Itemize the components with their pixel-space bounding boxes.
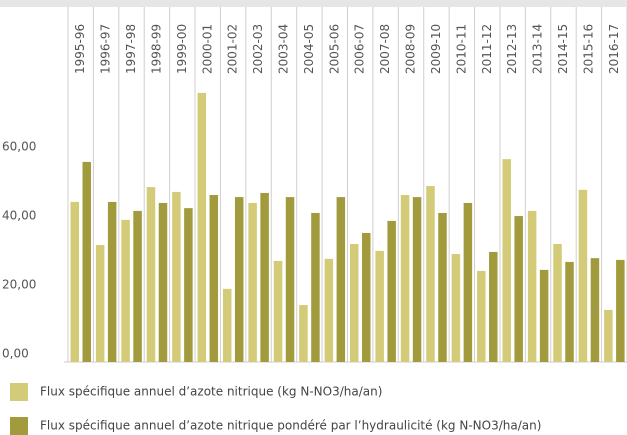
bar bbox=[95, 245, 105, 362]
x-tick-label: 2009-10 bbox=[429, 24, 443, 74]
x-tick-label: 1997-98 bbox=[124, 24, 138, 74]
bar bbox=[209, 195, 219, 362]
bar bbox=[616, 259, 625, 362]
y-tick-label: 60,00 bbox=[2, 140, 36, 154]
x-tick-label: 2011-12 bbox=[480, 24, 494, 74]
bar bbox=[70, 201, 79, 362]
bar bbox=[121, 219, 130, 362]
bar bbox=[324, 258, 334, 362]
bar bbox=[412, 197, 422, 362]
bar bbox=[158, 202, 168, 362]
x-tick-label: 2014-15 bbox=[556, 24, 570, 74]
bar bbox=[451, 254, 461, 362]
bar bbox=[604, 309, 613, 362]
x-tick-label: 2000-01 bbox=[200, 24, 214, 74]
bar bbox=[438, 212, 447, 362]
bar bbox=[463, 202, 473, 362]
bar bbox=[489, 251, 498, 362]
bar bbox=[502, 159, 511, 362]
bar bbox=[553, 244, 562, 362]
x-tick-label: 2012-13 bbox=[505, 24, 519, 74]
bar bbox=[514, 216, 523, 362]
bar bbox=[172, 191, 181, 362]
x-tick-label: 2002-03 bbox=[251, 24, 265, 74]
bar bbox=[590, 258, 600, 362]
bar bbox=[260, 192, 269, 362]
x-tick-label: 1998-99 bbox=[149, 24, 163, 74]
bar bbox=[273, 260, 283, 362]
bar bbox=[350, 244, 359, 362]
bar bbox=[248, 202, 257, 362]
x-tick-label: 2001-02 bbox=[226, 24, 240, 74]
bar bbox=[477, 270, 486, 362]
y-tick-label: 0,00 bbox=[2, 347, 29, 361]
bar bbox=[539, 269, 549, 362]
bar bbox=[311, 212, 320, 362]
x-tick-label: 2015-16 bbox=[581, 24, 595, 74]
x-tick-label: 2010-11 bbox=[454, 24, 468, 74]
bar bbox=[400, 195, 410, 362]
bar bbox=[197, 92, 207, 363]
x-tick-label: 2005-06 bbox=[327, 24, 341, 74]
x-tick-label: 2004-05 bbox=[302, 24, 316, 74]
legend-swatch bbox=[10, 383, 28, 401]
bar bbox=[184, 208, 193, 362]
bar bbox=[107, 201, 117, 362]
x-tick-label: 1995-96 bbox=[73, 24, 87, 74]
bar bbox=[146, 187, 156, 362]
top-bar bbox=[0, 0, 627, 7]
x-tick-label: 2007-08 bbox=[378, 24, 392, 74]
y-tick-label: 40,00 bbox=[2, 209, 36, 223]
bar bbox=[234, 197, 244, 362]
bar bbox=[285, 197, 295, 362]
bar bbox=[426, 186, 435, 362]
x-tick-label: 1999-00 bbox=[175, 24, 189, 74]
legend: Flux spécifique annuel d’azote nitrique … bbox=[10, 383, 541, 435]
legend-label: Flux spécifique annuel d’azote nitrique … bbox=[40, 385, 382, 399]
bar bbox=[133, 210, 142, 362]
x-tick-label: 1996-97 bbox=[99, 24, 113, 74]
bar bbox=[362, 232, 371, 362]
x-tick-label: 2013-14 bbox=[531, 24, 545, 74]
bar bbox=[82, 161, 91, 362]
bar bbox=[336, 197, 346, 362]
bar bbox=[299, 305, 308, 362]
bar bbox=[222, 288, 232, 362]
x-tick-label: 2006-07 bbox=[353, 24, 367, 74]
x-tick-label: 2016-17 bbox=[607, 24, 621, 74]
bar bbox=[578, 189, 588, 362]
legend-swatch bbox=[10, 417, 28, 435]
x-tick-label: 2008-09 bbox=[404, 24, 418, 74]
x-tick-label: 2003-04 bbox=[276, 24, 290, 74]
bar bbox=[375, 250, 384, 362]
legend-label: Flux spécifique annuel d’azote nitrique … bbox=[40, 419, 541, 433]
bar bbox=[387, 220, 396, 362]
bar bbox=[565, 261, 574, 362]
bar bbox=[527, 210, 537, 362]
y-tick-label: 20,00 bbox=[2, 278, 36, 292]
